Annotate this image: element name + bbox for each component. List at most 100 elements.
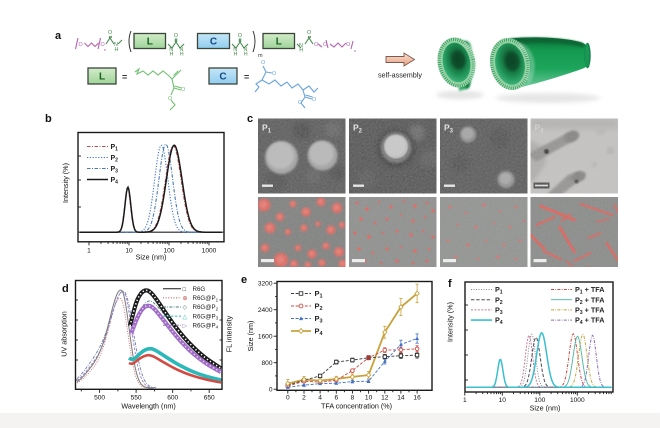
svg-text:P3 + TFA: P3 + TFA (575, 306, 604, 317)
svg-text:Intensity (%): Intensity (%) (446, 302, 455, 342)
svg-text:H: H (299, 48, 303, 54)
svg-text:P2: P2 (111, 155, 119, 164)
svg-text:O: O (238, 33, 242, 39)
svg-text:O: O (323, 42, 327, 48)
svg-text:100: 100 (163, 248, 174, 255)
svg-text:e: e (241, 274, 247, 286)
svg-text:8: 8 (351, 395, 355, 402)
svg-text:N: N (233, 47, 237, 53)
svg-text:R6G@P3: R6G@P3 (193, 313, 219, 320)
svg-text:H: H (170, 52, 174, 58)
svg-text:P1: P1 (495, 285, 503, 296)
svg-text:self-assembly: self-assembly (378, 71, 422, 80)
svg-text:100: 100 (534, 397, 545, 404)
svg-text:14: 14 (397, 395, 405, 402)
svg-text:O: O (261, 60, 265, 66)
svg-text:H: H (115, 47, 119, 53)
svg-text:=: = (122, 72, 127, 82)
svg-text:N: N (169, 47, 173, 53)
svg-text:=: = (244, 72, 249, 82)
svg-text:H: H (180, 52, 184, 58)
svg-text:□: □ (183, 287, 187, 293)
svg-text:L: L (99, 72, 105, 83)
svg-text:N: N (114, 42, 118, 48)
svg-text:N: N (244, 47, 248, 53)
svg-text:1600: 1600 (258, 333, 273, 340)
svg-text:P4: P4 (111, 177, 119, 186)
svg-text:P3: P3 (315, 314, 323, 325)
svg-text:n: n (354, 48, 356, 53)
svg-text:O: O (272, 71, 276, 77)
svg-text:L: L (147, 37, 153, 48)
svg-text:⊕: ⊕ (183, 296, 188, 302)
svg-text:O: O (79, 42, 83, 48)
svg-text:O: O (101, 42, 105, 48)
svg-text:650: 650 (204, 395, 215, 402)
svg-text:P2: P2 (315, 302, 323, 313)
svg-text:△: △ (183, 314, 188, 320)
svg-text:O: O (307, 30, 311, 36)
svg-text:O: O (298, 100, 302, 106)
svg-text:1000: 1000 (202, 248, 217, 255)
svg-text:P1 + TFA: P1 + TFA (575, 285, 604, 296)
svg-text:P2: P2 (495, 295, 503, 306)
svg-text:P4: P4 (495, 316, 503, 327)
svg-text:f: f (448, 278, 452, 290)
svg-text:R6G@P4: R6G@P4 (193, 323, 219, 330)
svg-text:O: O (312, 97, 316, 103)
svg-text:2: 2 (302, 395, 306, 402)
svg-text:Intensity (%): Intensity (%) (61, 163, 70, 203)
svg-text:10: 10 (125, 248, 133, 255)
svg-text:O: O (168, 96, 172, 102)
svg-text:4: 4 (318, 395, 322, 402)
svg-text:500: 500 (94, 395, 105, 402)
svg-text:10: 10 (499, 397, 507, 404)
svg-text:O: O (108, 30, 112, 36)
svg-text:0: 0 (286, 395, 290, 402)
svg-text:Size (nm): Size (nm) (530, 404, 561, 413)
svg-text:O: O (174, 33, 178, 39)
svg-text:P2 + TFA: P2 + TFA (575, 295, 604, 306)
svg-text:2400: 2400 (258, 307, 273, 314)
svg-text:FL intensity: FL intensity (225, 315, 234, 352)
svg-text:R6G: R6G (193, 286, 206, 293)
svg-text:UV absorption: UV absorption (60, 311, 69, 357)
svg-text:H: H (234, 52, 238, 58)
svg-text:R6G@P1: R6G@P1 (193, 295, 219, 302)
svg-text:P3: P3 (495, 306, 503, 317)
svg-text:H: H (244, 52, 248, 58)
svg-text:O: O (181, 87, 185, 93)
svg-text:C: C (219, 72, 226, 83)
svg-text:550: 550 (131, 395, 142, 402)
svg-text:C: C (210, 37, 217, 48)
svg-text:◇: ◇ (183, 305, 188, 311)
svg-text:R6G@P2: R6G@P2 (193, 304, 219, 311)
svg-text:600: 600 (167, 395, 178, 402)
svg-text:O: O (346, 42, 350, 48)
svg-text:16: 16 (413, 395, 421, 402)
svg-text:1: 1 (463, 397, 467, 404)
svg-text:a: a (55, 30, 62, 42)
svg-text:1: 1 (87, 248, 91, 255)
svg-text:L: L (276, 37, 282, 48)
svg-text:800: 800 (261, 360, 272, 367)
svg-text:▷: ▷ (183, 324, 188, 330)
svg-text:N: N (299, 43, 303, 49)
svg-text:m: m (258, 53, 263, 59)
svg-text:6: 6 (334, 395, 338, 402)
svg-text:3200: 3200 (258, 280, 273, 287)
svg-text:Wavelength (nm): Wavelength (nm) (121, 402, 175, 411)
svg-text:d: d (62, 283, 69, 295)
svg-text:b: b (45, 113, 52, 125)
svg-text:P3: P3 (111, 166, 119, 175)
svg-text:Size (nm): Size (nm) (136, 253, 167, 262)
svg-text:P1: P1 (315, 289, 323, 300)
svg-text:1000: 1000 (570, 397, 585, 404)
svg-text:Size (nm): Size (nm) (246, 321, 255, 352)
svg-text:P4: P4 (315, 327, 324, 338)
svg-text:e: e (104, 47, 107, 52)
svg-text:N: N (180, 47, 184, 53)
svg-text:P1: P1 (111, 144, 119, 153)
svg-text:c: c (247, 113, 253, 125)
svg-text:TFA concentration (%): TFA concentration (%) (321, 402, 392, 411)
